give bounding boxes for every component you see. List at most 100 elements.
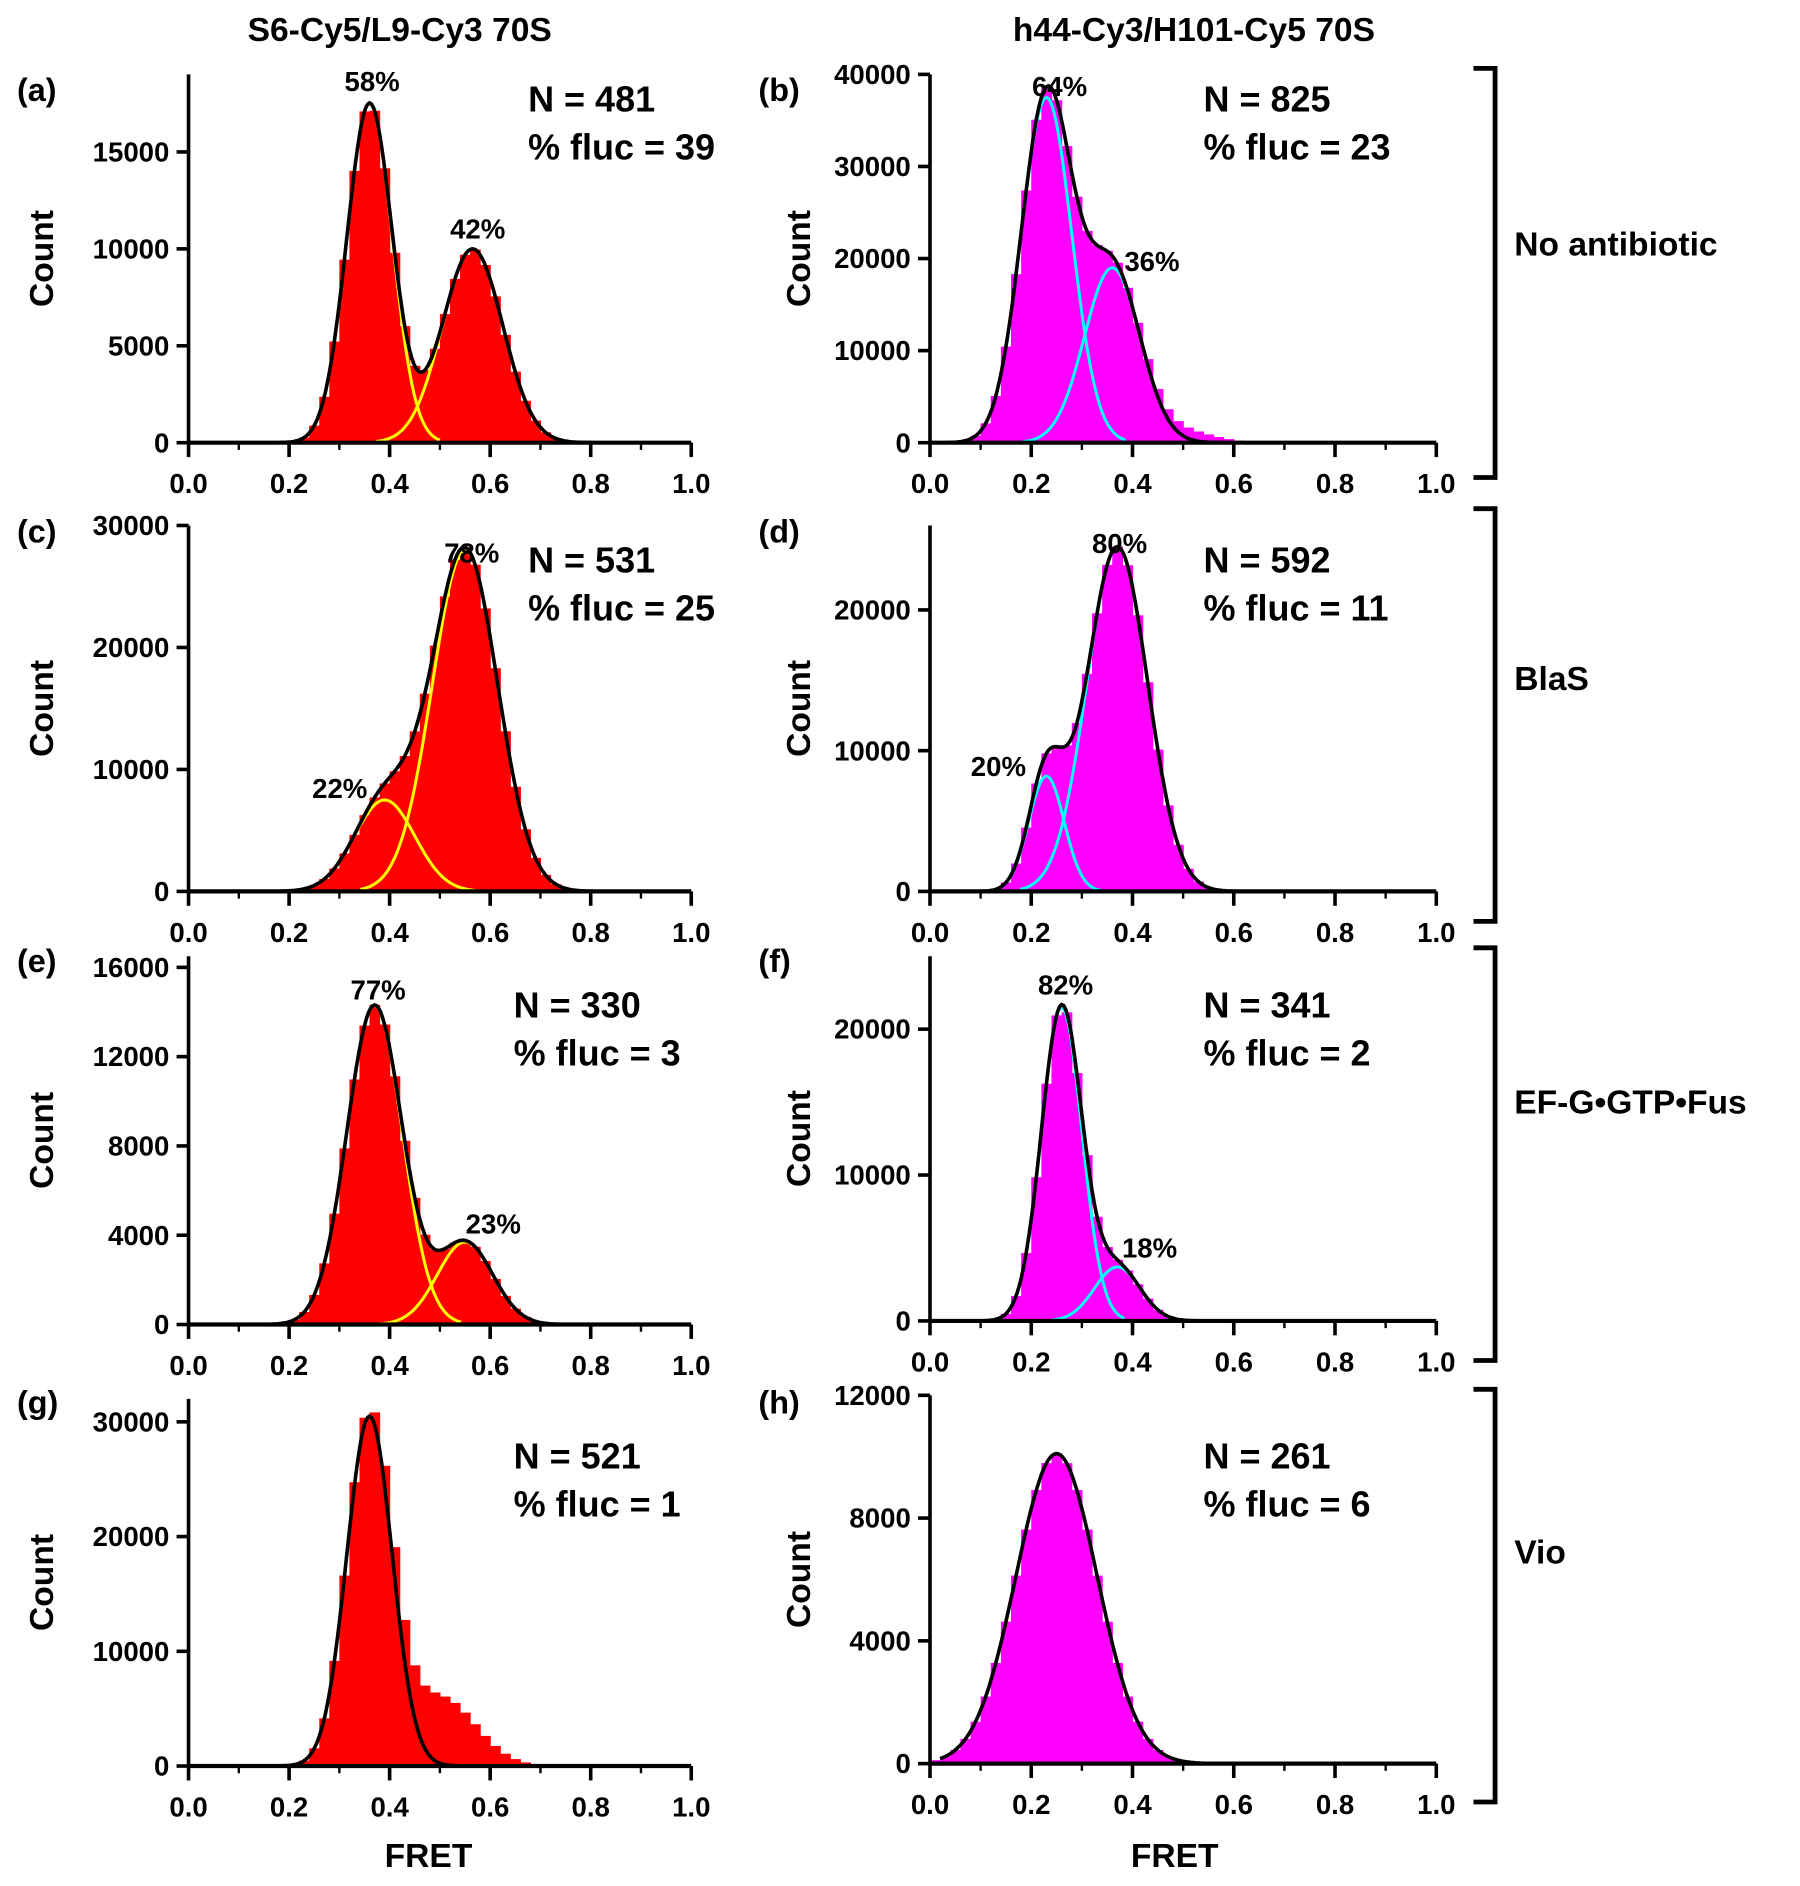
n-count-label: N = 825 [1204, 79, 1331, 120]
histogram-bar [980, 1696, 992, 1764]
histogram-bar [1142, 682, 1154, 892]
y-axis-label: Count [24, 210, 61, 307]
histogram-bar [1193, 431, 1204, 443]
histogram-bar [970, 435, 982, 443]
row-label-vio: Vio [1514, 1534, 1566, 1571]
y-axis-label: Count [24, 1092, 61, 1189]
bracket-row-3 [1473, 945, 1498, 1363]
y-tick-label: 12000 [93, 1041, 170, 1072]
histogram-bar [299, 1760, 310, 1767]
bracket-row-2 [1473, 506, 1498, 924]
x-tick-label: 0.4 [370, 917, 409, 948]
y-tick-label: 30000 [93, 1406, 170, 1437]
histogram-bar [299, 437, 310, 443]
histogram-bar [970, 1721, 982, 1764]
x-tick-label: 0.6 [471, 917, 509, 948]
histogram-bar [1051, 746, 1063, 892]
histogram-bar [439, 1696, 451, 1767]
histogram-bar [950, 1750, 961, 1764]
histogram-bar [1031, 783, 1042, 892]
panel-label: (e) [17, 943, 57, 979]
x-tick-label: 1.0 [1417, 917, 1455, 948]
total-fit-curve [939, 1451, 1218, 1766]
histogram-bar [1132, 322, 1144, 443]
y-tick-label: 20000 [93, 1521, 170, 1552]
y-axis-label: Count [24, 660, 61, 757]
histogram-bar [1112, 1259, 1123, 1321]
y-tick-label: 20000 [834, 595, 911, 626]
histogram-bar [309, 1748, 320, 1767]
y-tick-label: 0 [154, 876, 169, 907]
y-tick-label: 0 [895, 1306, 910, 1337]
x-tick-label: 0.4 [1113, 917, 1152, 948]
histogram-bar [1000, 882, 1012, 892]
x-tick-label: 0.6 [471, 1350, 509, 1381]
histogram-bar [990, 1662, 1002, 1764]
x-tick-label: 0.8 [1316, 1789, 1354, 1820]
y-tick-label: 10000 [93, 1636, 170, 1667]
histogram-bar [1000, 1621, 1012, 1764]
y-tick-label: 10000 [834, 335, 911, 366]
histogram-bar [429, 1692, 441, 1767]
x-tick-label: 0.2 [1012, 917, 1050, 948]
histogram-bar [409, 731, 421, 892]
histogram-bar [500, 1753, 511, 1767]
histogram-bar [1162, 1316, 1174, 1321]
panel-f: 0.0 0.2 0.4 0.6 0.8 1.0 0 10000 20000 Count (f) N =… [758, 943, 1455, 1378]
histogram-bar [1011, 863, 1022, 892]
y-axis-label: Count [24, 1534, 61, 1631]
x-tick-label: 0.4 [1113, 468, 1152, 499]
x-tick-label: 0.0 [169, 1791, 207, 1822]
histogram-bar [520, 829, 531, 892]
histogram-bar [510, 1308, 521, 1325]
component-percent-label: 64% [1032, 71, 1087, 102]
histogram-bar [540, 874, 552, 892]
histogram-bar [379, 168, 391, 443]
component-percent-label: 82% [1038, 970, 1093, 1001]
y-tick-label: 10000 [93, 754, 170, 785]
histogram-bar [1152, 1750, 1164, 1764]
x-tick-label: 0.8 [572, 1791, 610, 1822]
histogram-bar [1122, 1696, 1134, 1764]
histogram-bar [1152, 749, 1164, 892]
histogram-bar [460, 1240, 471, 1325]
histogram-bar [359, 815, 371, 892]
histogram-bar [480, 1735, 491, 1767]
x-tick-label: 0.8 [1316, 1346, 1354, 1377]
y-axis-label: Count [781, 1531, 818, 1628]
histogram-bar [329, 868, 340, 892]
histogram-bar [359, 1025, 371, 1325]
fluctuation-label: % fluc = 6 [1204, 1483, 1371, 1524]
x-tick-label: 0.6 [1215, 1789, 1253, 1820]
y-tick-label: 12000 [834, 1380, 911, 1411]
histogram-bar [339, 259, 351, 443]
x-tick-label: 0.6 [1215, 1346, 1253, 1377]
panel-e: 0.0 0.2 0.4 0.6 0.8 1.0 0 4000 8000 12000 16000 Cou… [17, 943, 710, 1381]
histogram-bar [1081, 1155, 1093, 1321]
n-count-label: N = 521 [514, 1435, 641, 1476]
histogram-bar [1162, 805, 1174, 892]
histogram-bar [500, 731, 511, 892]
histogram-bar [1112, 1662, 1123, 1764]
x-tick-label: 0.4 [1113, 1789, 1152, 1820]
histogram-bar [1041, 86, 1053, 443]
histogram-bar [1061, 1463, 1073, 1764]
histogram-bar [419, 370, 431, 443]
histogram-bar [1051, 1453, 1063, 1764]
histogram-bar [1011, 274, 1022, 443]
fluctuation-label: % fluc = 25 [528, 587, 715, 628]
x-tick-label: 0.6 [471, 1791, 509, 1822]
histogram-bar [1132, 1284, 1144, 1321]
y-axis-label: Count [781, 660, 818, 757]
y-tick-label: 4000 [849, 1625, 910, 1656]
histogram-bar [1061, 1012, 1073, 1321]
x-tick-label: 1.0 [672, 917, 710, 948]
x-tick-label: 0.8 [572, 1350, 610, 1381]
histogram-bar [1162, 1756, 1174, 1764]
histogram-bar [1081, 673, 1093, 892]
y-tick-label: 4000 [108, 1220, 169, 1251]
histogram-bar [490, 668, 501, 892]
histogram-bar [319, 1263, 330, 1325]
histogram-bar [399, 326, 411, 443]
y-tick-label: 5000 [108, 330, 169, 361]
